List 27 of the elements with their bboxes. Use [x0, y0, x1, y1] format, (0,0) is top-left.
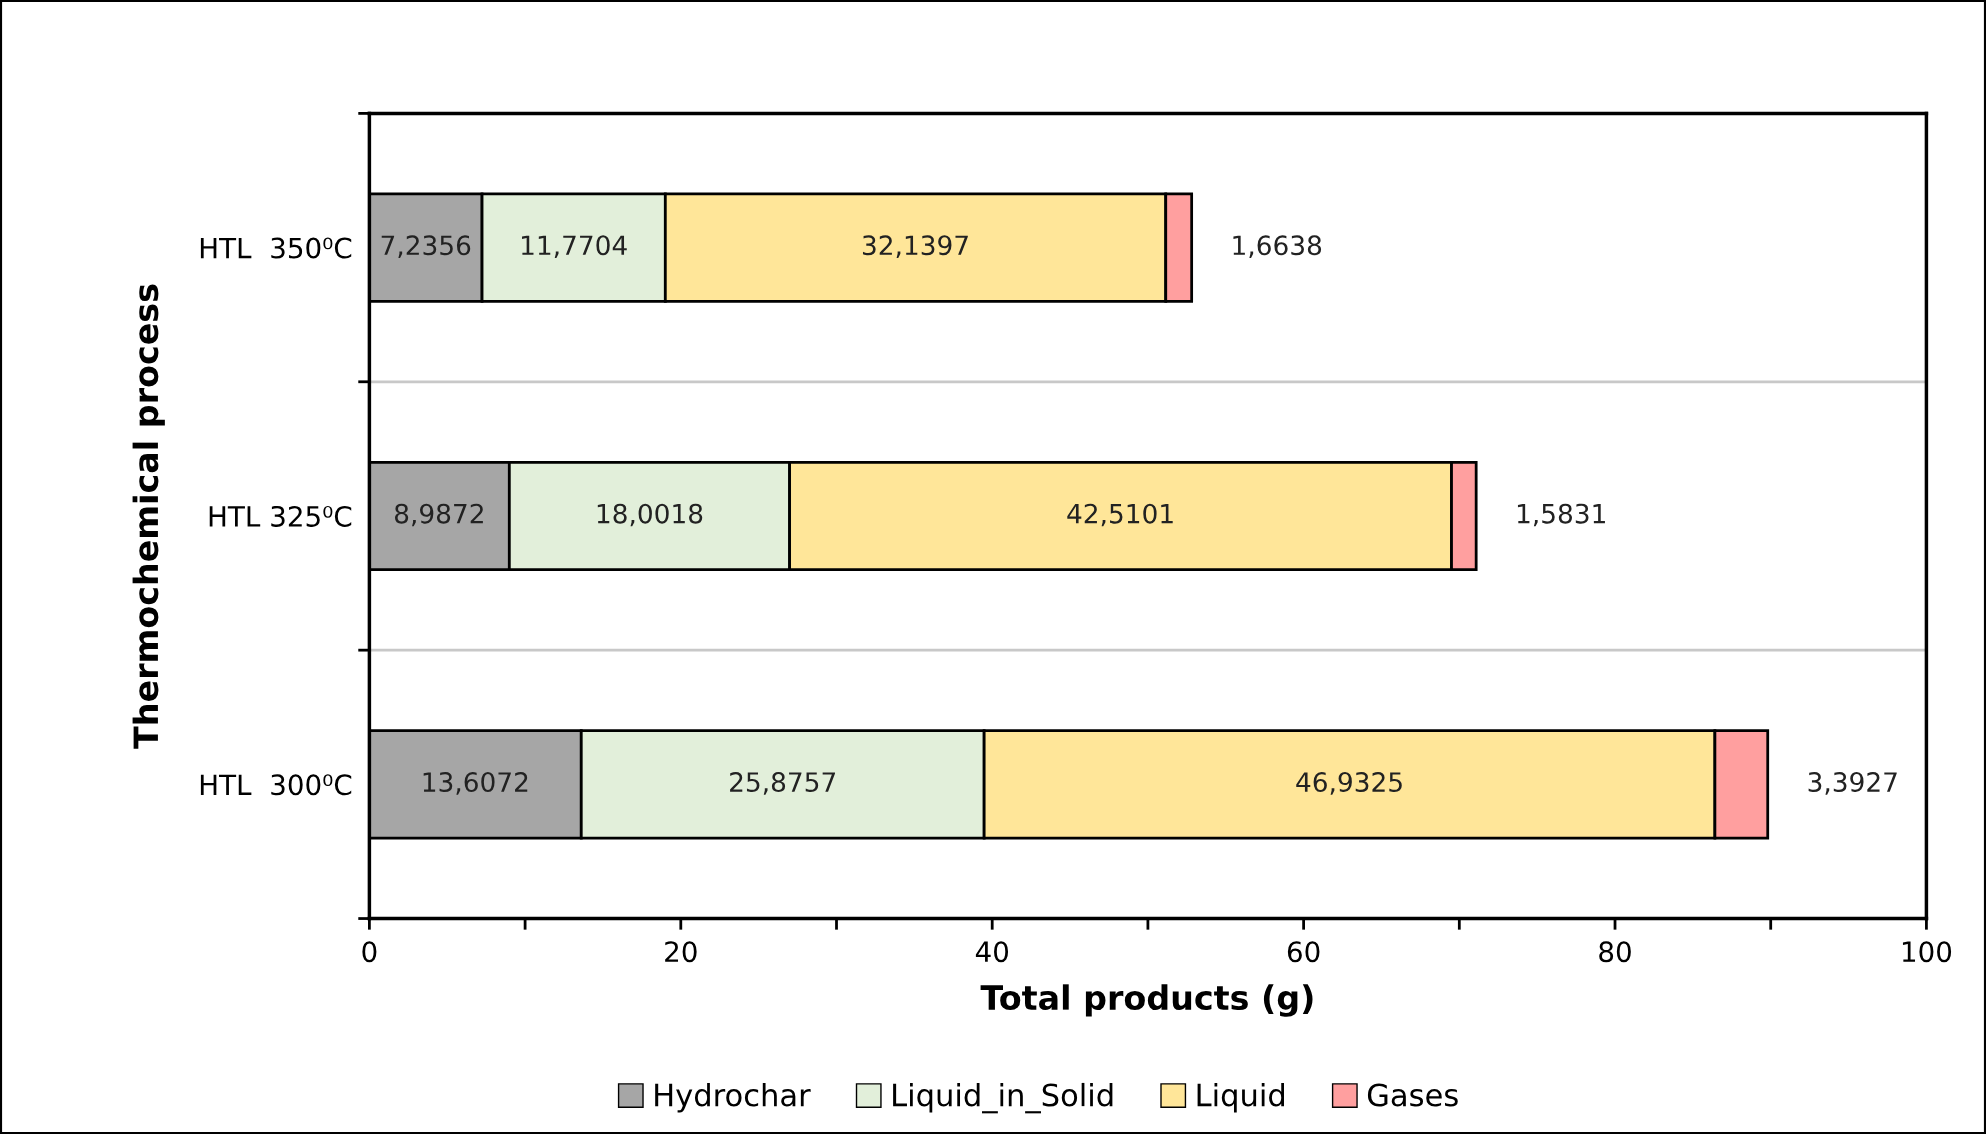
- x-axis-title: Total products (g): [980, 984, 1313, 1017]
- legend-label: Liquid_in_Solid: [893, 1082, 1113, 1114]
- data-label: 1,5831: [1517, 503, 1605, 527]
- y-tick-label: HTL 300⁰C: [200, 774, 352, 796]
- data-label: 46,9325: [1296, 772, 1402, 795]
- x-tick-label: 40: [975, 941, 1009, 963]
- x-tick-label: 20: [665, 941, 697, 963]
- data-label: 1,6638: [1233, 235, 1322, 258]
- data-label: 7,2356: [381, 235, 471, 258]
- legend-label: Gases: [1367, 1083, 1458, 1107]
- x-tick-label: 60: [1287, 941, 1320, 963]
- data-label: 3,3927: [1808, 772, 1897, 795]
- x-tick-label: 0: [362, 941, 377, 963]
- legend-label: Liquid: [1197, 1082, 1284, 1113]
- y-tick-label: HTL 325⁰C: [209, 505, 352, 527]
- data-label: 18,0018: [597, 503, 703, 527]
- data-label: 13,6072: [423, 772, 528, 795]
- data-label: 32,1397: [862, 235, 968, 258]
- x-tick-label: 100: [1902, 941, 1952, 963]
- data-label: 25,8757: [730, 772, 836, 795]
- legend-label: Hydrochar: [655, 1082, 811, 1113]
- x-tick-label: 80: [1599, 941, 1631, 963]
- data-label: 8,9872: [394, 503, 483, 527]
- y-tick-label: HTL 350⁰C: [200, 237, 352, 259]
- y-axis-title: Thermochemical process: [132, 284, 165, 749]
- data-label: 42,5101: [1067, 503, 1173, 527]
- data-label: 11,7704: [522, 235, 627, 258]
